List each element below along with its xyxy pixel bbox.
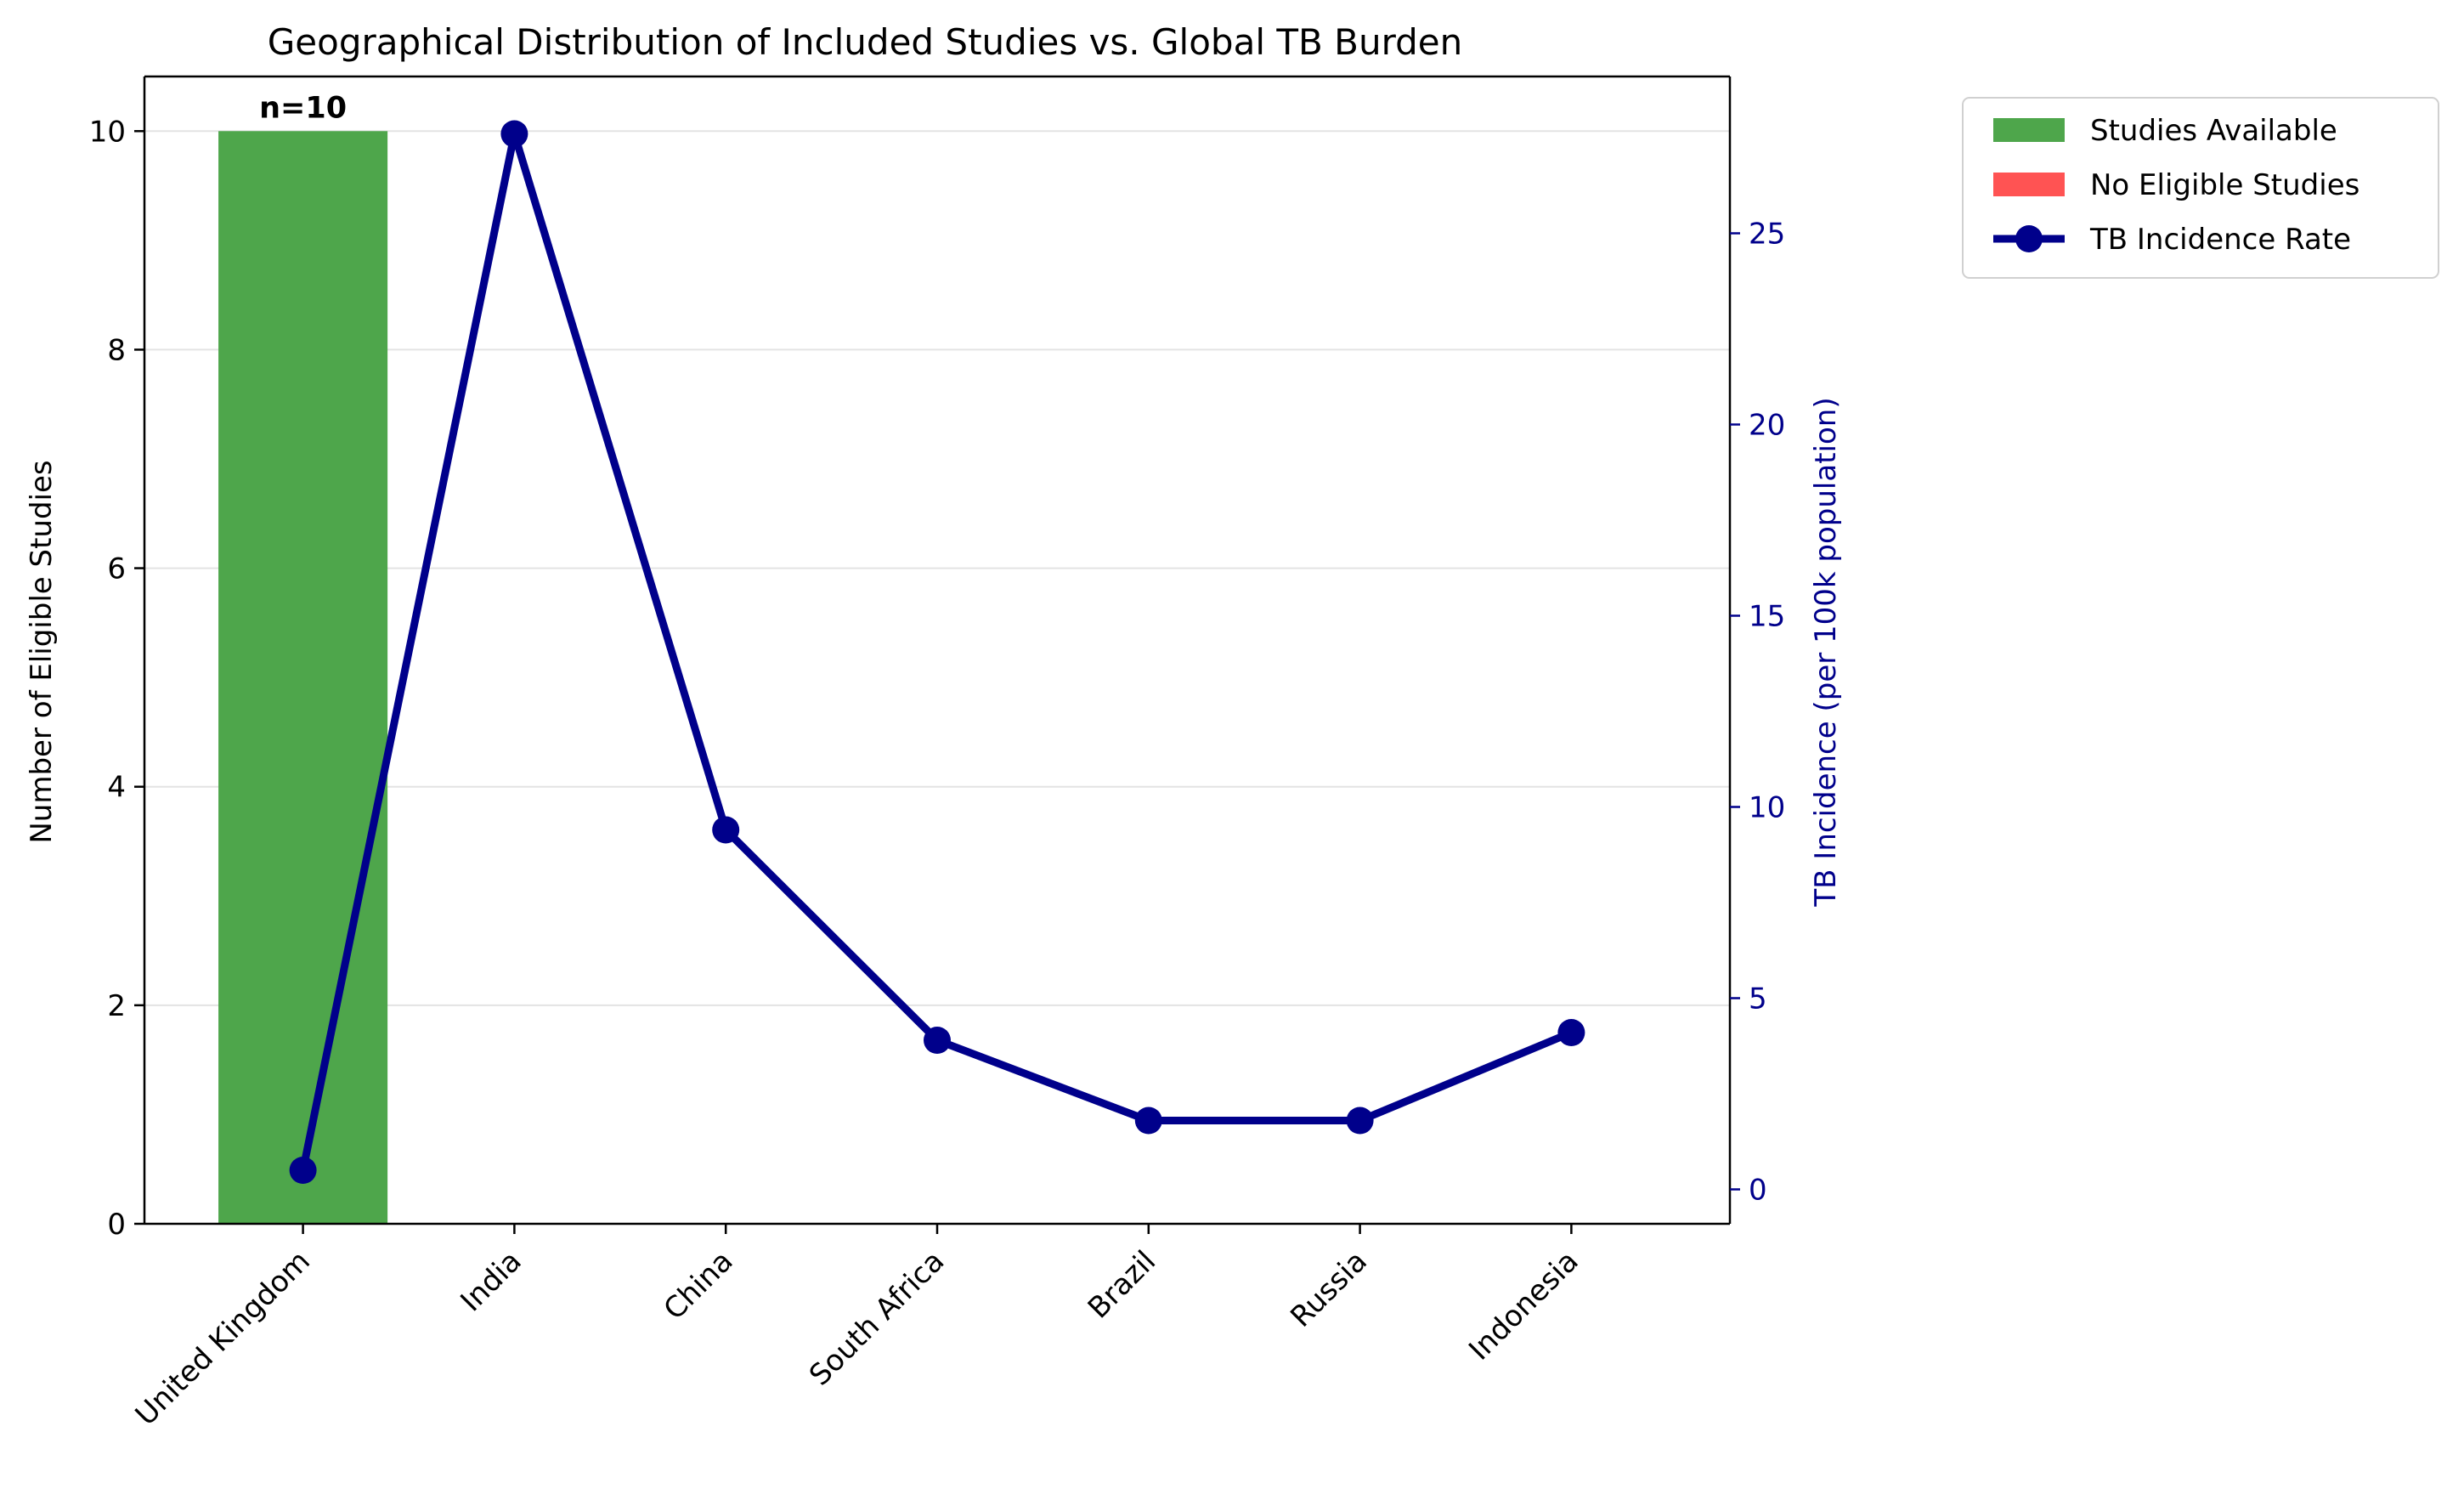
- right-tick-label: 15: [1749, 600, 1785, 634]
- left-axis-label: Number of Eligible Studies: [25, 460, 59, 843]
- incidence-line: [289, 120, 1585, 1184]
- right-tick-label: 10: [1749, 791, 1785, 825]
- incidence-point: [289, 1157, 317, 1184]
- incidence-point: [1346, 1107, 1374, 1135]
- incidence-point: [924, 1027, 951, 1054]
- bar: [218, 131, 388, 1224]
- bars: n=10: [218, 91, 388, 1224]
- right-tick-label: 25: [1749, 218, 1785, 252]
- x-tick-label: India: [454, 1244, 528, 1318]
- legend-box: [1962, 97, 2439, 279]
- bar-data-label: n=10: [259, 91, 347, 125]
- legend-swatch: [1993, 173, 2065, 196]
- left-tick-label: 0: [107, 1208, 126, 1242]
- x-tick-label: Brazil: [1082, 1244, 1162, 1325]
- incidence-line-path: [299, 130, 1574, 1171]
- x-tick-label: China: [658, 1244, 740, 1327]
- right-tick-label: 0: [1749, 1174, 1767, 1208]
- left-tick-label: 4: [107, 771, 126, 805]
- right-axis-ticks: 0 5 10 15 20 25: [1730, 218, 1785, 1208]
- incidence-point: [1134, 1107, 1162, 1135]
- legend-label: Studies Available: [2090, 114, 2337, 148]
- legend-label: TB Incidence Rate: [2089, 223, 2351, 257]
- incidence-point: [712, 816, 740, 844]
- left-tick-label: 10: [89, 115, 126, 149]
- gridlines: [144, 130, 1730, 1006]
- right-tick-label: 20: [1749, 409, 1785, 443]
- x-axis-ticks: United Kingdom India China South Africa Braz…: [129, 1224, 1585, 1432]
- x-tick-label: Russia: [1284, 1244, 1374, 1334]
- incidence-point: [1557, 1019, 1585, 1046]
- left-tick-label: 8: [107, 333, 126, 367]
- x-tick-label: United Kingdom: [129, 1244, 317, 1432]
- right-axis-label: TB Incidence (per 100k population): [1809, 397, 1843, 907]
- left-tick-label: 2: [107, 989, 126, 1023]
- x-tick-label: Indonesia: [1462, 1244, 1585, 1367]
- x-tick-label: South Africa: [803, 1244, 951, 1392]
- incidence-point: [500, 120, 528, 148]
- legend: Studies Available No Eligible Studies TB I…: [1962, 97, 2439, 279]
- legend-label: No Eligible Studies: [2090, 168, 2359, 202]
- chart-title: Geographical Distribution of Included St…: [268, 21, 1462, 63]
- legend-swatch: [1993, 118, 2065, 142]
- legend-swatch-marker: [2015, 225, 2043, 252]
- right-tick-label: 5: [1749, 982, 1767, 1016]
- left-tick-label: 6: [107, 552, 126, 586]
- left-axis-ticks: 0 2 4 6 8 10: [89, 115, 144, 1242]
